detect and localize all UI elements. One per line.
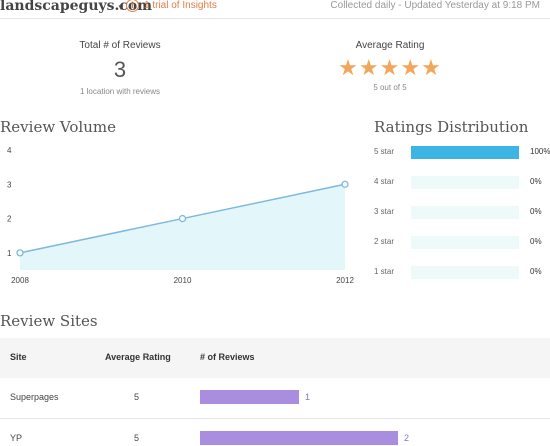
reviews-bar (200, 390, 299, 404)
col-header-average-rating[interactable]: Average Rating (105, 352, 171, 362)
col-header-site[interactable]: Site (10, 352, 27, 362)
distribution-track (411, 266, 519, 279)
volume-area (20, 184, 345, 270)
reviews-count: 1 (305, 392, 311, 402)
site-name-cell: Superpages (10, 392, 59, 402)
caret-down-icon[interactable]: ▼ (117, 3, 125, 12)
volume-point[interactable] (16, 249, 24, 257)
star-icon: ★ (379, 55, 401, 80)
distribution-row: 4 star 0% (374, 176, 550, 190)
x-tick-label: 2008 (11, 276, 29, 285)
total-reviews-summary: Total # of Reviews 3 1 location with rev… (40, 40, 200, 96)
site-name-dropdown[interactable]: landscapeguys.com (0, 0, 153, 14)
star-icon: ★ (358, 55, 380, 80)
star-icon: ★ (338, 55, 359, 80)
rating-cell: 5 (134, 433, 140, 443)
row-divider (0, 418, 550, 419)
review-sites-title: Review Sites (0, 312, 98, 330)
y-tick-label: 3 (7, 180, 12, 189)
review-volume-svg: 1 2 3 4 2008 2010 2012 (7, 146, 354, 285)
col-header-reviews[interactable]: # of Reviews (200, 352, 255, 362)
distribution-fill (411, 146, 519, 159)
distribution-track (411, 236, 519, 249)
header-bar: landscapeguys.com ▼ i 1 trial of Insight… (0, 0, 550, 14)
distribution-track (411, 176, 519, 189)
distribution-label: 2 star (374, 237, 395, 246)
header-divider (0, 18, 550, 19)
total-reviews-label: Total # of Reviews (79, 40, 161, 51)
star-icon: ★ (421, 55, 442, 80)
x-tick-label: 2010 (174, 276, 192, 285)
volume-point[interactable] (341, 180, 349, 188)
average-rating-summary: Average Rating ★★★★★ 5 out of 5 (310, 40, 470, 92)
ratings-distribution-title: Ratings Distribution (374, 118, 529, 136)
distribution-row: 5 star 100% (374, 146, 550, 160)
distribution-track (411, 146, 519, 159)
distribution-percent: 0% (530, 207, 542, 216)
y-tick-label: 2 (7, 215, 12, 224)
info-icon[interactable]: i (126, 0, 139, 12)
volume-point[interactable] (178, 214, 187, 223)
y-tick-label: 1 (7, 249, 12, 258)
review-volume-chart: 1 2 3 4 2008 2010 2012 (0, 140, 360, 290)
distribution-label: 5 star (374, 147, 395, 156)
site-name-cell: YP (10, 433, 23, 443)
reviews-bar (200, 431, 398, 445)
distribution-percent: 100% (530, 147, 550, 156)
distribution-row: 3 star 0% (374, 206, 550, 220)
reviews-count: 2 (404, 433, 410, 443)
trial-link[interactable]: 1 trial of Insights (144, 0, 217, 11)
distribution-label: 4 star (374, 177, 395, 186)
average-rating-label: Average Rating (355, 40, 425, 51)
distribution-row: 1 star 0% (374, 266, 550, 280)
distribution-label: 3 star (374, 207, 395, 216)
x-tick-label: 2012 (336, 276, 354, 285)
review-volume-title: Review Volume (0, 118, 116, 136)
average-rating-sub: 5 out of 5 (373, 83, 407, 92)
total-reviews-value: 3 (113, 57, 127, 82)
distribution-row: 2 star 0% (374, 236, 550, 250)
locations-count: 1 location with reviews (79, 87, 161, 96)
distribution-percent: 0% (530, 177, 542, 186)
distribution-track (411, 206, 519, 219)
table-header-bg (0, 338, 550, 378)
star-icon: ★ (400, 55, 422, 80)
rating-cell: 5 (134, 392, 140, 402)
star-rating: ★★★★★ (310, 57, 470, 79)
distribution-percent: 0% (530, 237, 542, 246)
collected-status: Collected daily - Updated Yesterday at 9… (330, 0, 540, 11)
distribution-percent: 0% (530, 267, 542, 276)
distribution-label: 1 star (374, 267, 395, 276)
y-tick-label: 4 (7, 146, 12, 155)
